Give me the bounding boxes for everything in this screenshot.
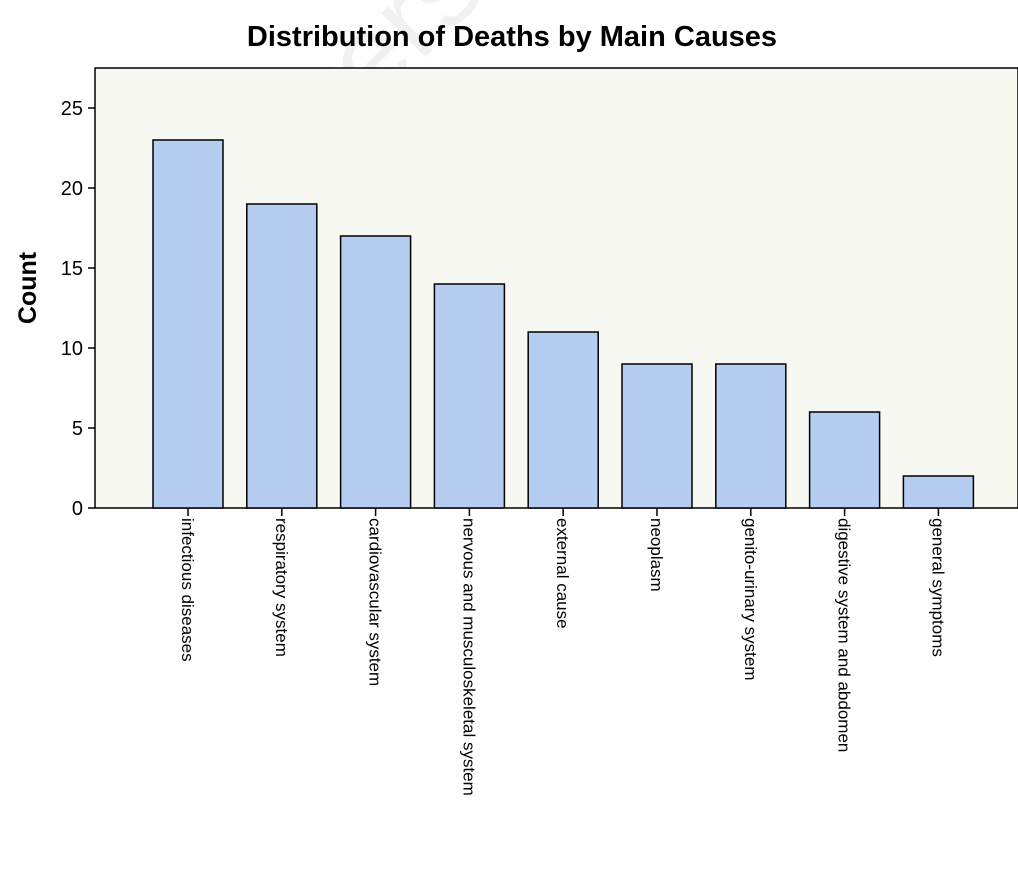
x-tick-label: digestive system and abdomen — [835, 518, 854, 752]
chart-title: Distribution of Deaths by Main Causes — [247, 21, 777, 53]
x-tick-label: respiratory system — [272, 518, 291, 657]
y-tick-label: 5 — [72, 418, 83, 440]
y-tick-label: 15 — [61, 258, 83, 280]
bar — [715, 363, 787, 509]
x-axis: infectious diseases respiratory system car… — [178, 508, 947, 796]
bar — [527, 331, 599, 509]
x-tick-label: nervous and musculoskeletal system — [459, 518, 478, 796]
x-tick-label: genito-urinary system — [741, 518, 760, 681]
bar — [246, 203, 318, 509]
y-tick-label: 20 — [61, 178, 83, 200]
x-tick-label: general symptoms — [928, 518, 947, 657]
y-tick-label: 10 — [61, 338, 83, 360]
bar — [902, 475, 975, 509]
x-tick-label: infectious diseases — [178, 518, 197, 662]
bar — [339, 235, 412, 509]
x-tick-label: neoplasm — [647, 518, 666, 592]
bar — [808, 411, 881, 509]
x-tick-label: external cause — [553, 518, 572, 629]
bar — [433, 283, 506, 509]
y-tick-label: 25 — [61, 98, 83, 120]
y-tick-label: 0 — [72, 498, 83, 520]
x-tick-label: cardiovascular system — [366, 518, 385, 686]
y-axis: 0 5 10 15 20 25 — [61, 98, 95, 520]
bar — [152, 139, 224, 509]
bar — [621, 363, 693, 509]
y-axis-label: Count — [14, 251, 42, 324]
